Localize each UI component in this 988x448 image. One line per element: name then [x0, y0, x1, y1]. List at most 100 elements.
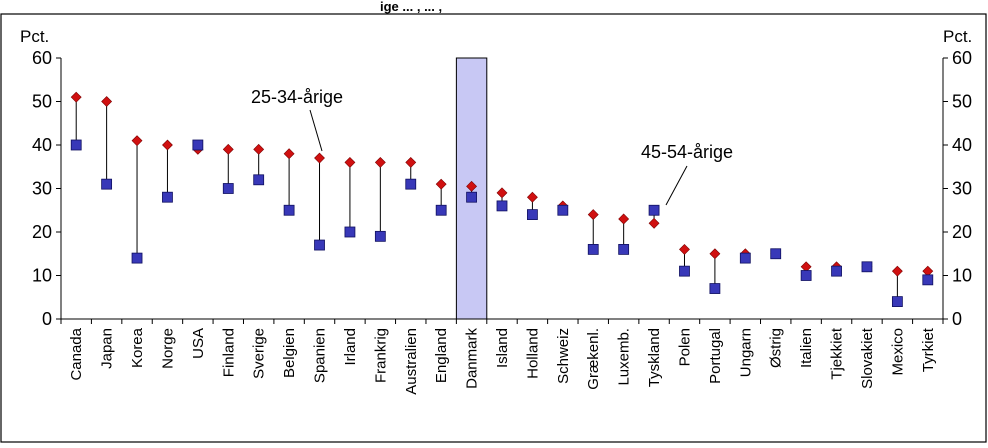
x-tick-label: Belgien [281, 328, 298, 378]
square-point [922, 274, 934, 286]
diamond-point [162, 139, 173, 151]
diamond-point [648, 217, 660, 229]
annotation-leader-25-34 [309, 109, 323, 152]
square-point [587, 243, 599, 255]
y-tick-label-left: 50 [32, 92, 52, 112]
y-tick-label-left: 30 [32, 179, 52, 199]
x-tick-label: Tyskland [646, 328, 663, 387]
left-axis-unit: Pct. [20, 27, 49, 46]
x-tick-label: Canada [68, 327, 85, 380]
diamond-point [314, 152, 325, 164]
x-tick-label: Polen [676, 328, 693, 366]
y-tick-label-right: 10 [952, 266, 972, 286]
x-tick-label: Frankrig [372, 328, 389, 383]
square-point [527, 209, 538, 221]
x-tick-label: Slovakiet [859, 327, 876, 389]
y-tick-label-right: 40 [952, 135, 972, 155]
y-tick-label-left: 60 [32, 48, 52, 68]
x-tick-label: Schweiz [555, 328, 572, 384]
square-point [557, 204, 569, 216]
diamond-point [435, 178, 447, 190]
diamond-point [344, 156, 356, 168]
square-point [101, 178, 113, 190]
annotation-label-25-34: 25-34-årige [251, 87, 343, 107]
chart-frame [0, 13, 987, 443]
x-tick-label: Tjekkiet [829, 327, 846, 380]
y-tick-label-right: 0 [952, 309, 962, 329]
diamond-point [405, 156, 417, 168]
square-point [70, 139, 82, 151]
square-point [679, 265, 690, 277]
square-point [131, 252, 143, 264]
diamond-point [496, 187, 508, 199]
square-point [709, 283, 721, 294]
square-point [891, 296, 903, 308]
square-point [374, 230, 386, 242]
square-point [435, 204, 447, 216]
square-point [253, 174, 265, 186]
x-tick-label: Island [494, 328, 511, 368]
y-tick-label-right: 50 [952, 92, 972, 112]
diamond-point [679, 243, 690, 255]
annotation-leader-45-54 [665, 165, 688, 206]
x-tick-label: USA [190, 328, 207, 359]
right-axis-unit: Pct. [943, 27, 972, 46]
diamond-point [222, 143, 234, 155]
x-tick-label: Tyrkiet [920, 327, 937, 372]
x-tick-label: Sverige [251, 328, 268, 379]
x-tick-label: Finland [220, 328, 237, 377]
square-point [739, 252, 751, 264]
x-tick-label: Portugal [707, 328, 724, 384]
diamond-point [131, 135, 143, 147]
diamond-point [466, 180, 478, 192]
x-tick-label: Korea [129, 327, 146, 368]
x-tick-label: Australien [403, 328, 420, 395]
diamond-point [618, 213, 630, 225]
square-point [770, 248, 782, 260]
y-tick-label-left: 10 [32, 266, 52, 286]
square-point [831, 265, 842, 277]
x-tick-label: Mexico [889, 328, 906, 376]
square-point [466, 191, 477, 203]
y-tick-label-right: 20 [952, 222, 972, 242]
x-tick-label: Italien [798, 328, 815, 368]
y-tick-label-left: 20 [32, 222, 52, 242]
square-point [192, 139, 204, 151]
annotation-label-45-54: 45-54-årige [641, 142, 733, 162]
diamond-point [526, 191, 538, 203]
x-tick-label: Irland [342, 328, 359, 366]
square-point [162, 191, 173, 203]
square-point [314, 239, 325, 251]
x-tick-label: Ungarn [737, 328, 754, 377]
diamond-point [101, 96, 113, 107]
square-point [344, 226, 356, 238]
x-tick-label: Grækenl. [585, 328, 602, 390]
y-tick-label-left: 40 [32, 135, 52, 155]
y-tick-label-left: 0 [42, 309, 52, 329]
diamond-point [891, 265, 903, 277]
square-point [405, 178, 417, 190]
diamond-point [70, 91, 82, 103]
square-point [618, 243, 630, 255]
square-point [648, 204, 660, 216]
x-tick-label: Japan [99, 328, 116, 369]
x-tick-label: England [433, 328, 450, 383]
x-tick-label: Østrig [768, 328, 785, 368]
square-point [222, 183, 234, 194]
diamond-point [709, 248, 721, 260]
square-point [800, 270, 812, 281]
diamond-point [283, 148, 295, 160]
y-tick-label-right: 30 [952, 179, 972, 199]
caption-fragment: ige ... , ... , [380, 0, 442, 14]
square-point [283, 204, 295, 216]
diamond-point [253, 143, 265, 155]
square-point [861, 261, 873, 273]
x-tick-label: Holland [524, 328, 541, 379]
x-tick-label: Spanien [312, 328, 329, 383]
x-tick-label: Norge [159, 328, 176, 369]
y-tick-label-right: 60 [952, 48, 972, 68]
x-tick-label: Luxemb. [616, 328, 633, 386]
diamond-point [374, 156, 386, 168]
